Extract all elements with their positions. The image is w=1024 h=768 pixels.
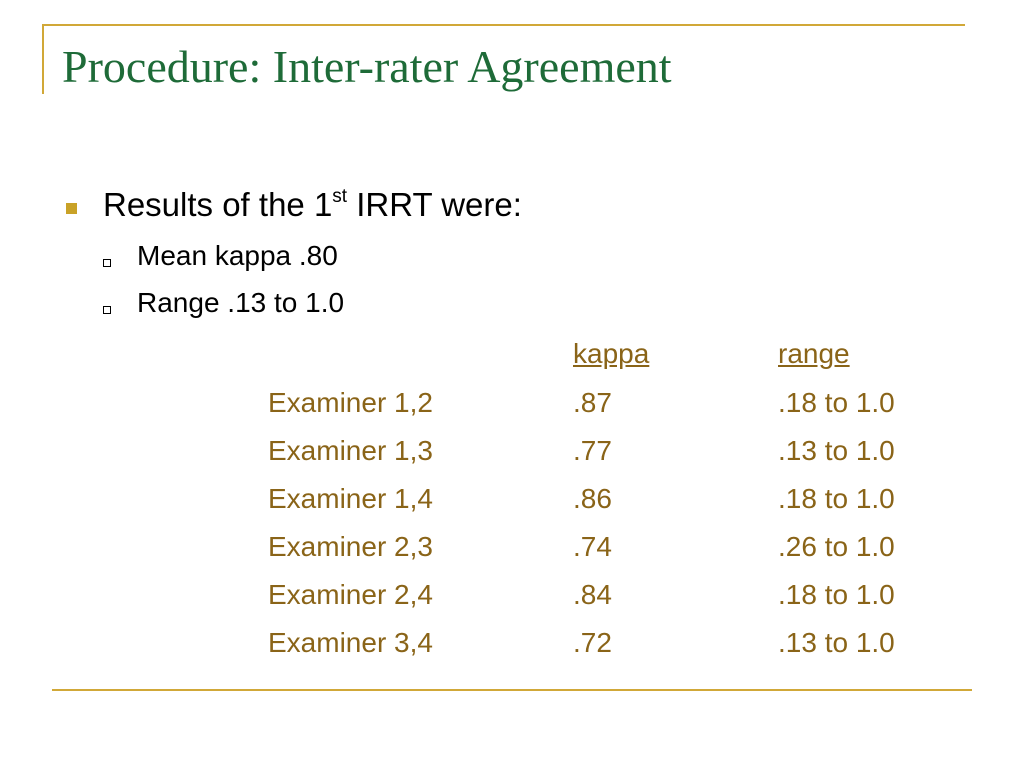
sub-bullet-text: Range .13 to 1.0 <box>137 287 345 318</box>
table-cell: .87 <box>573 387 612 418</box>
table-cell: .86 <box>573 483 612 514</box>
table-header: range <box>778 338 850 369</box>
sub-bullet-marker <box>103 259 111 267</box>
table-cell: Examiner 2,3 <box>268 531 433 562</box>
table-cell: Examiner 1,2 <box>268 387 433 418</box>
table-cell: .72 <box>573 627 612 658</box>
table-cell: .13 to 1.0 <box>778 435 895 466</box>
table-cell: .74 <box>573 531 612 562</box>
table-cell: .18 to 1.0 <box>778 387 895 418</box>
top-rule <box>42 24 965 26</box>
table-cell: Examiner 3,4 <box>268 627 433 658</box>
table-cell: .84 <box>573 579 612 610</box>
table-cell: Examiner 1,4 <box>268 483 433 514</box>
table-cell: .77 <box>573 435 612 466</box>
bullet-marker <box>66 203 77 214</box>
table-cell: .18 to 1.0 <box>778 579 895 610</box>
table-cell: .18 to 1.0 <box>778 483 895 514</box>
left-rule <box>42 24 44 94</box>
table-cell: .26 to 1.0 <box>778 531 895 562</box>
table-cell: Examiner 2,4 <box>268 579 433 610</box>
table-cell: Examiner 1,3 <box>268 435 433 466</box>
table-header: kappa <box>573 338 650 369</box>
superscript: st <box>332 186 348 207</box>
table-cell: .13 to 1.0 <box>778 627 895 658</box>
bottom-rule <box>52 689 972 691</box>
bullet-text: Results of the 1st IRRT were: <box>103 186 522 224</box>
slide-title: Procedure: Inter-rater Agreement <box>62 41 672 92</box>
bullet-text-part: IRRT were: <box>347 186 522 223</box>
sub-bullet-marker <box>103 306 111 314</box>
bullet-text-part: Results of the 1 <box>103 186 333 223</box>
sub-bullet-text: Mean kappa .80 <box>137 240 338 271</box>
